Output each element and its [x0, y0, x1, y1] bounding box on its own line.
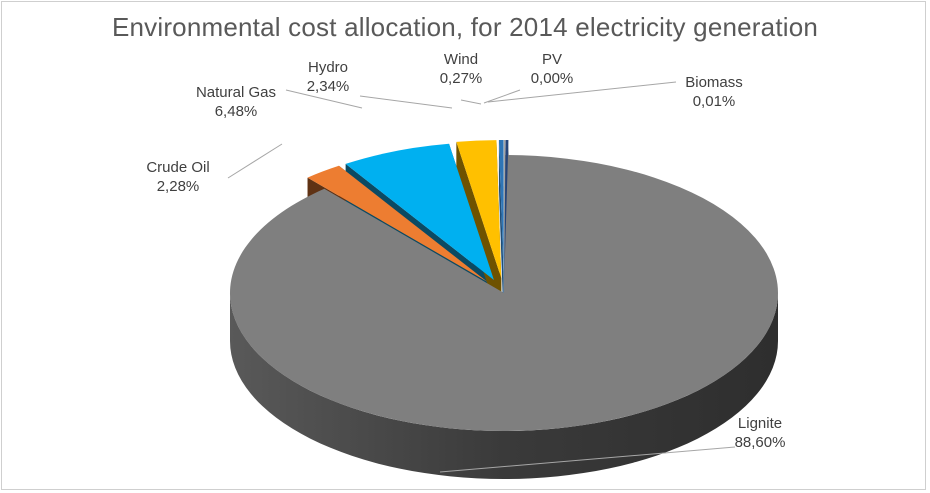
- pie-slice-wind: [498, 140, 504, 279]
- slice-value-label: 0,27%: [440, 70, 483, 87]
- leader-line-wind: [460, 99, 482, 105]
- slice-value-label: 2,34%: [307, 78, 350, 95]
- slice-name-label: PV: [542, 51, 562, 68]
- leader-line-crude-oil: [227, 143, 283, 179]
- slice-name-label: Natural Gas: [196, 84, 276, 101]
- leader-line-hydro: [359, 95, 453, 109]
- slice-value-label: 6,48%: [215, 103, 258, 120]
- pie-slice-pv: [503, 140, 506, 279]
- slice-value-label: 88,60%: [735, 434, 786, 451]
- leader-line-lignite: [439, 446, 736, 473]
- pie-slice-crude-oil: [307, 165, 488, 282]
- slice-name-label: Hydro: [308, 59, 348, 76]
- pie-slice-natural-gas: [345, 143, 494, 280]
- slice-value-label: 0,00%: [531, 70, 574, 87]
- chart-title: Environmental cost allocation, for 2014 …: [111, 12, 819, 42]
- slice-name-label: Biomass: [685, 74, 743, 91]
- leader-line-pv: [483, 89, 521, 104]
- slice-value-label: 0,01%: [693, 93, 736, 110]
- slice-value-label: 2,28%: [157, 178, 200, 195]
- pie-slice-edge: [498, 140, 504, 327]
- slice-name-label: Crude Oil: [146, 159, 209, 176]
- pie-slice-hydro: [456, 140, 502, 279]
- leader-line-biomass: [487, 81, 677, 103]
- pie-slice-wall: [230, 293, 778, 479]
- pie-slice-lignite: [229, 155, 779, 431]
- slice-name-label: Lignite: [738, 415, 782, 432]
- leader-line-natural-gas: [285, 89, 363, 109]
- slice-name-label: Wind: [444, 51, 478, 68]
- pie-slice-edge: [456, 141, 502, 327]
- pie-slice-biomass: [504, 140, 509, 279]
